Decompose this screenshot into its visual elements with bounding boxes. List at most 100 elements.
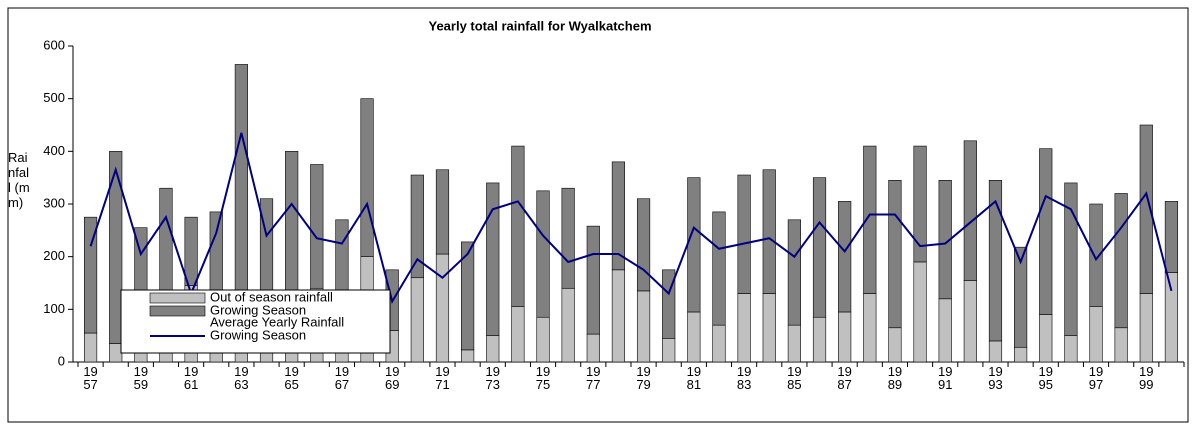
bar: [636, 290, 651, 363]
legend-swatch: [149, 305, 206, 317]
bar: [536, 190, 550, 318]
bar: [787, 219, 801, 326]
x-tick-label: 1985: [787, 364, 802, 392]
x-tick-label: 1993: [988, 364, 1003, 392]
bar: [1164, 272, 1179, 363]
bar: [461, 349, 475, 363]
x-tick-label: 1965: [284, 364, 299, 392]
bar: [888, 180, 902, 329]
bar: [888, 327, 902, 363]
line: [89, 132, 1173, 305]
bar: [561, 187, 575, 289]
bar: [938, 180, 952, 300]
chart-title: Yearly total rainfall for Wyalkatchem: [428, 18, 651, 33]
bar: [511, 145, 525, 307]
bar: [486, 335, 500, 363]
bar: [988, 180, 1003, 342]
bar: [1064, 182, 1078, 336]
x-tick-label: 1961: [183, 364, 199, 392]
bar: [83, 216, 98, 334]
y-tick-label: 300: [43, 195, 65, 210]
y-tick-label: 400: [43, 143, 65, 158]
x-tick-label: 1995: [1038, 364, 1053, 392]
bar: [838, 201, 852, 313]
bar: [536, 316, 550, 363]
bar: [410, 277, 424, 363]
bar: [1164, 201, 1179, 273]
bar: [762, 293, 776, 363]
bar: [787, 324, 801, 363]
x-tick-label: 1991: [937, 364, 953, 392]
y-tick-label: 100: [43, 301, 65, 316]
bar: [712, 324, 726, 363]
bar: [938, 298, 952, 363]
bar: [1089, 203, 1103, 307]
bar: [410, 174, 424, 279]
legend-swatch: [149, 292, 206, 304]
bar: [586, 225, 600, 335]
bar: [636, 198, 651, 292]
bar: [913, 261, 927, 363]
bar: [687, 177, 701, 313]
bar: [712, 211, 726, 326]
y-axis-title: Rainfall (mm): [8, 150, 30, 210]
bar: [988, 340, 1003, 363]
x-tick-label: 1989: [887, 364, 903, 392]
bar: [687, 311, 701, 363]
bar: [863, 293, 877, 363]
bar: [435, 253, 450, 363]
bar: [1139, 293, 1153, 363]
x-tick-label: 1983: [736, 364, 752, 392]
bar: [310, 164, 324, 289]
y-tick-label: 0: [58, 353, 65, 368]
legend-label: Growing Season: [210, 327, 306, 342]
bar: [83, 332, 98, 363]
bar: [1139, 124, 1153, 294]
x-tick-label: 1997: [1088, 364, 1104, 392]
x-tick-label: 1987: [837, 364, 852, 392]
bar: [461, 241, 475, 351]
bar: [486, 182, 500, 336]
x-tick-label: 1957: [83, 364, 98, 392]
bar: [1114, 193, 1128, 329]
bar: [838, 311, 852, 363]
bar: [1039, 148, 1053, 315]
x-tick-label: 1977: [586, 364, 601, 392]
bar: [737, 293, 751, 363]
bar: [1014, 246, 1028, 348]
bar: [737, 174, 751, 294]
bar: [1064, 335, 1078, 363]
bar: [913, 145, 927, 263]
bar: [435, 169, 450, 255]
bar: [1114, 327, 1128, 363]
y-tick-label: 200: [43, 248, 65, 263]
x-tick-label: 1969: [384, 364, 400, 392]
bar: [812, 177, 827, 318]
bar: [963, 280, 977, 363]
x-tick-label: 1959: [133, 364, 149, 392]
bar: [863, 145, 877, 294]
x-tick-label: 1979: [636, 364, 651, 392]
bar: [1089, 306, 1103, 363]
bar: [511, 306, 525, 363]
y-tick-label: 600: [43, 37, 65, 52]
bar: [586, 333, 600, 363]
x-tick-label: 1963: [234, 364, 249, 392]
bar: [963, 140, 977, 281]
bar: [762, 169, 776, 294]
legend-label: Out of season rainfall: [210, 289, 333, 304]
bar: [1014, 346, 1028, 363]
legend-label: Growing Season: [210, 302, 306, 317]
x-tick-label: 1999: [1139, 364, 1154, 392]
legend-label: Average Yearly Rainfall: [210, 314, 344, 329]
bar: [611, 269, 626, 363]
bar: [611, 161, 626, 271]
bar: [1039, 314, 1053, 363]
bar: [662, 337, 676, 363]
bar: [812, 316, 827, 363]
x-tick-label: 1981: [686, 364, 702, 392]
x-tick-label: 1975: [535, 364, 551, 392]
